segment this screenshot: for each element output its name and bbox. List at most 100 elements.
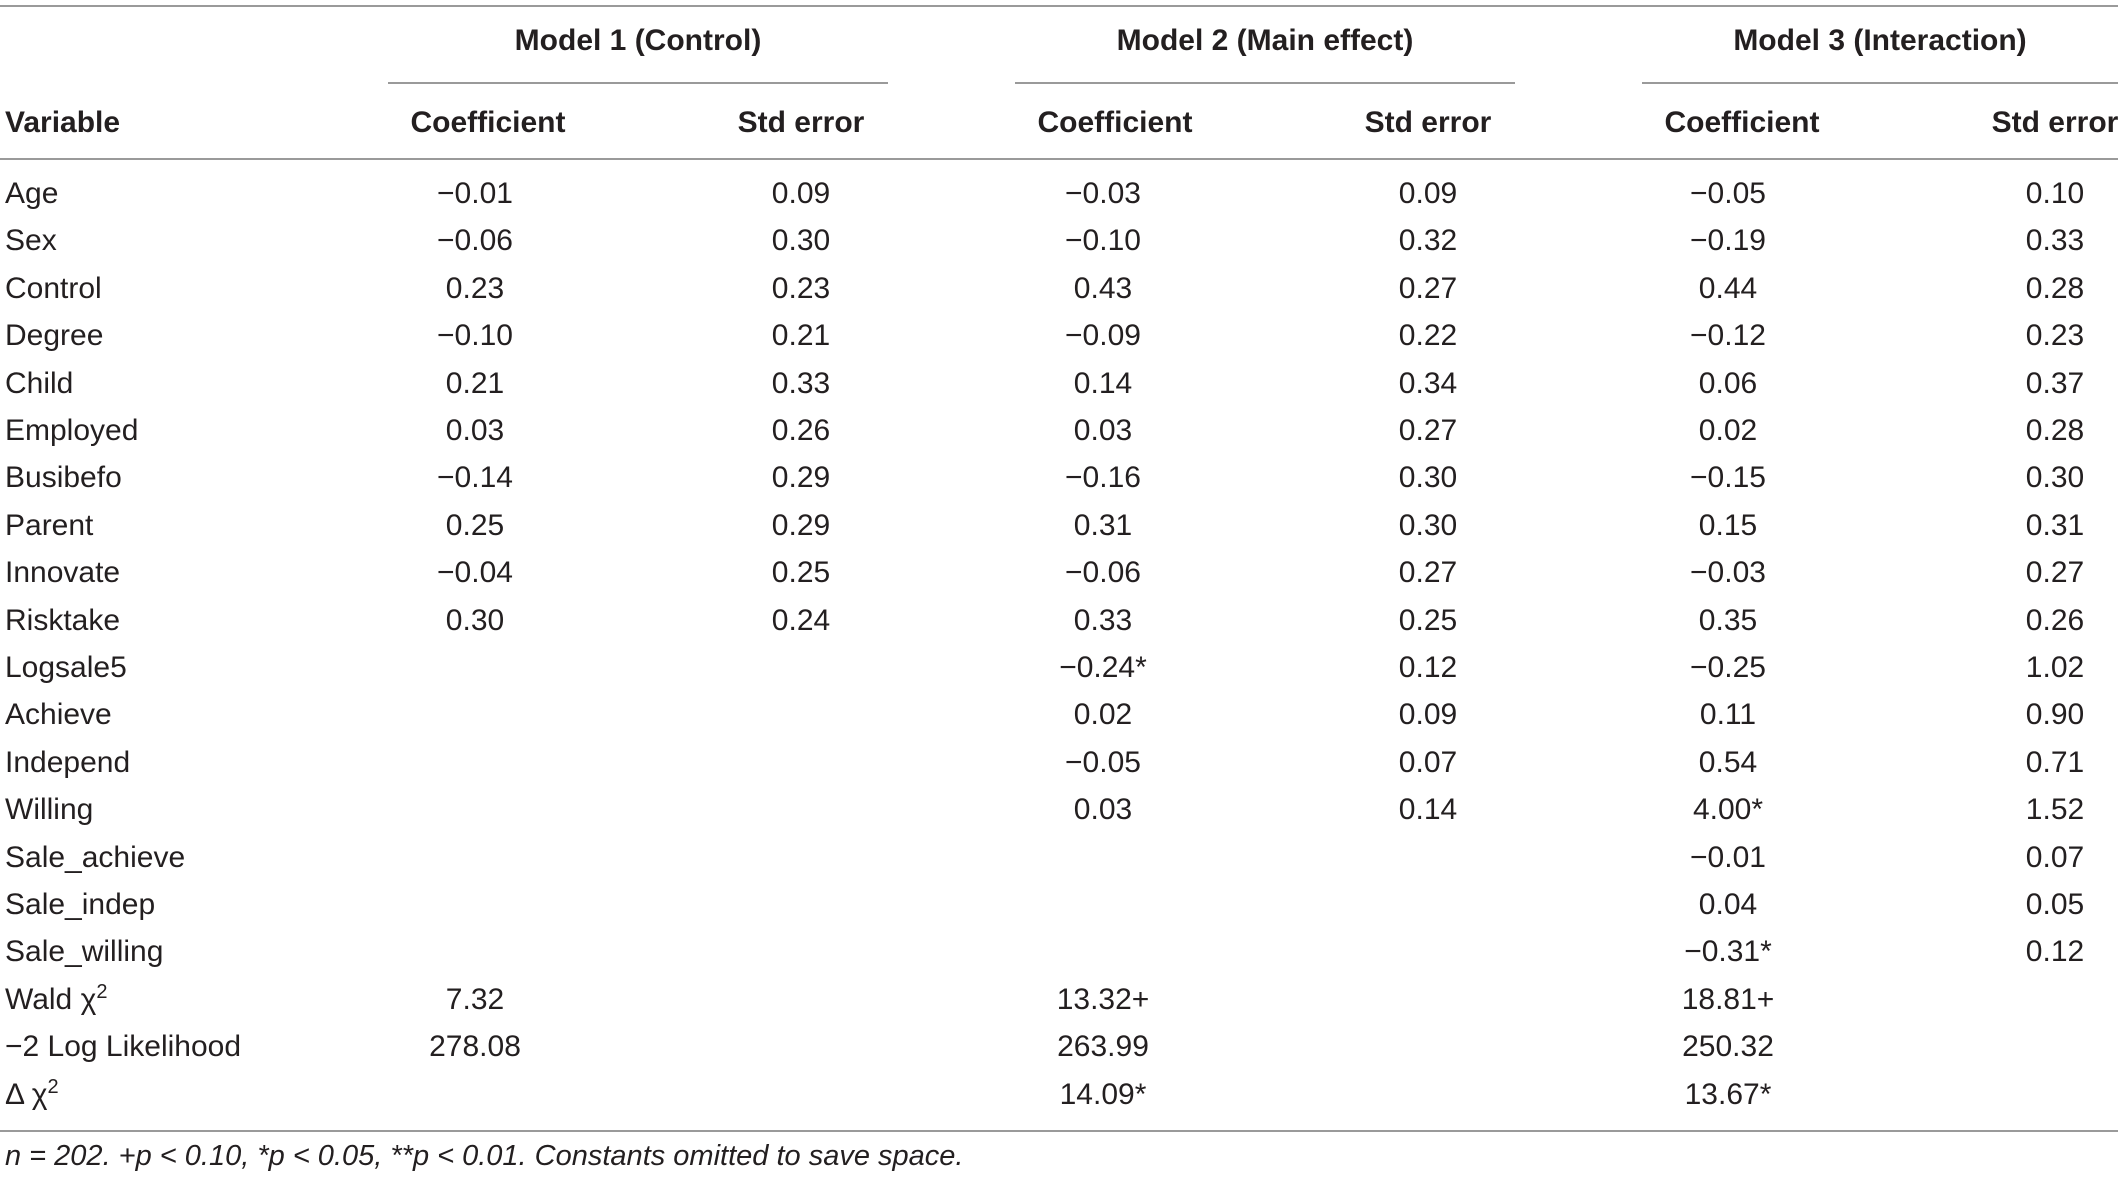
coefficient-cell: 0.30 xyxy=(445,603,505,637)
row-variable-label: Child xyxy=(5,366,74,400)
model1-coefficient-header: Coefficient xyxy=(410,106,566,139)
coefficient-cell: −0.06 xyxy=(437,224,513,258)
coefficient-cell: −0.10 xyxy=(1065,224,1141,258)
model1-stderror-header: Std error xyxy=(737,106,865,139)
coefficient-cell: 0.03 xyxy=(445,414,505,447)
coefficient-cell: 263.99 xyxy=(1057,1030,1149,1064)
coefficient-cell: −0.05 xyxy=(1065,745,1141,779)
row-variable-label: Sale_indep xyxy=(5,888,156,921)
variable-column-header: Variable xyxy=(5,106,121,139)
stderror-cell: 0.30 xyxy=(2025,461,2085,495)
coefficient-cell: −0.12 xyxy=(1690,319,1766,353)
stderror-cell: 0.10 xyxy=(2025,177,2085,210)
stderror-cell: 0.23 xyxy=(2025,319,2085,353)
stderror-cell: 0.22 xyxy=(1398,319,1458,353)
stderror-cell: 0.27 xyxy=(1398,271,1458,305)
model3-stderror-header: Std error xyxy=(1991,106,2118,139)
stderror-cell: 0.05 xyxy=(2025,888,2085,921)
stderror-cell: 0.24 xyxy=(771,603,831,637)
stderror-cell: 1.52 xyxy=(2025,793,2085,827)
header-rule xyxy=(0,158,2118,160)
coefficient-cell: 0.15 xyxy=(1698,508,1758,542)
stderror-cell: 0.90 xyxy=(2025,698,2085,732)
stderror-cell: 0.21 xyxy=(771,319,831,353)
stderror-cell: 0.30 xyxy=(1398,508,1458,542)
row-variable-label: Employed xyxy=(5,414,139,447)
stderror-cell: 0.28 xyxy=(2025,414,2085,447)
row-variable-label: Willing xyxy=(5,793,94,827)
stderror-cell: 0.33 xyxy=(771,366,831,400)
coefficient-cell: 0.23 xyxy=(445,271,505,305)
coefficient-cell: −0.01 xyxy=(1690,840,1766,874)
stderror-cell: 0.30 xyxy=(771,224,831,258)
coefficient-cell: −0.24* xyxy=(1059,651,1147,684)
model2-stderror-header: Std error xyxy=(1364,106,1492,139)
coefficient-cell: 0.02 xyxy=(1698,414,1758,447)
coefficient-cell: 0.04 xyxy=(1698,888,1758,921)
row-variable-label: Age xyxy=(5,177,59,210)
stderror-cell: 0.25 xyxy=(1398,603,1458,637)
coefficient-cell: −0.03 xyxy=(1690,556,1766,590)
coefficient-cell: −0.10 xyxy=(437,319,513,353)
row-variable-label: Logsale5 xyxy=(5,651,127,684)
coefficient-cell: 0.54 xyxy=(1698,745,1758,779)
model3-underline xyxy=(1642,82,2118,84)
row-variable-label: Sale_willing xyxy=(5,935,164,969)
coefficient-cell: 0.31 xyxy=(1073,508,1133,542)
top-rule xyxy=(0,5,2118,7)
coefficient-cell: 0.21 xyxy=(445,366,505,400)
coefficient-cell: −0.16 xyxy=(1065,461,1141,495)
model3-coefficient-header: Coefficient xyxy=(1664,106,1820,139)
coefficient-cell: 4.00* xyxy=(1692,793,1764,827)
coefficient-cell: 0.33 xyxy=(1073,603,1133,637)
coefficient-cell: −0.09 xyxy=(1065,319,1141,353)
model1-underline xyxy=(388,82,888,84)
stderror-cell: 0.07 xyxy=(2025,840,2085,874)
stderror-cell: 0.37 xyxy=(2025,366,2085,400)
model1-header: Model 1 (Control) xyxy=(514,24,762,57)
row-variable-label: Innovate xyxy=(5,556,121,590)
coefficient-cell: 13.32+ xyxy=(1056,982,1150,1016)
row-variable-label: Sale_achieve xyxy=(5,840,186,874)
coefficient-cell: 0.43 xyxy=(1073,271,1133,305)
coefficient-cell: 18.81+ xyxy=(1681,982,1775,1016)
stderror-cell: 0.71 xyxy=(2025,745,2085,779)
row-variable-label: −2 Log Likelihood xyxy=(5,1030,242,1064)
stderror-cell: 0.12 xyxy=(1398,651,1458,684)
coefficient-cell: −0.06 xyxy=(1065,556,1141,590)
coefficient-cell: −0.04 xyxy=(437,556,513,590)
model2-underline xyxy=(1015,82,1515,84)
stderror-cell: 0.27 xyxy=(1398,556,1458,590)
model3-header: Model 3 (Interaction) xyxy=(1733,24,2027,57)
stderror-cell: 0.29 xyxy=(771,508,831,542)
coefficient-cell: 0.44 xyxy=(1698,271,1758,305)
stderror-cell: 0.26 xyxy=(2025,603,2085,637)
bottom-rule xyxy=(0,1130,2118,1132)
model2-coefficient-header: Coefficient xyxy=(1037,106,1193,139)
coefficient-cell: 14.09* xyxy=(1059,1077,1147,1111)
coefficient-cell: 0.06 xyxy=(1698,366,1758,400)
table-footnote: n = 202. +p < 0.10, *p < 0.05, **p < 0.0… xyxy=(5,1140,964,1172)
coefficient-cell: 0.03 xyxy=(1073,793,1133,827)
row-variable-label: Parent xyxy=(5,508,94,542)
stderror-cell: 0.28 xyxy=(2025,271,2085,305)
stderror-cell: 0.26 xyxy=(771,414,831,447)
stderror-cell: 0.27 xyxy=(1398,414,1458,447)
coefficient-cell: 278.08 xyxy=(429,1030,521,1064)
stderror-cell: 0.07 xyxy=(1398,745,1458,779)
row-variable-label: Wald χ2 xyxy=(5,980,108,1016)
coefficient-cell: −0.14 xyxy=(437,461,513,495)
row-variable-label: Busibefo xyxy=(5,461,122,495)
coefficient-cell: 250.32 xyxy=(1682,1030,1774,1064)
stderror-cell: 0.27 xyxy=(2025,556,2085,590)
stderror-cell: 0.33 xyxy=(2025,224,2085,258)
coefficient-cell: 0.03 xyxy=(1073,414,1133,447)
coefficient-cell: 13.67* xyxy=(1684,1077,1772,1111)
row-variable-label: Δ χ2 xyxy=(5,1075,59,1111)
model2-header: Model 2 (Main effect) xyxy=(1116,24,1414,57)
stderror-cell: 0.09 xyxy=(771,177,831,210)
coefficient-cell: −0.25 xyxy=(1690,651,1766,684)
stderror-cell: 0.31 xyxy=(2025,508,2085,542)
stderror-cell: 0.12 xyxy=(2025,935,2085,969)
stderror-cell: 0.32 xyxy=(1398,224,1458,258)
